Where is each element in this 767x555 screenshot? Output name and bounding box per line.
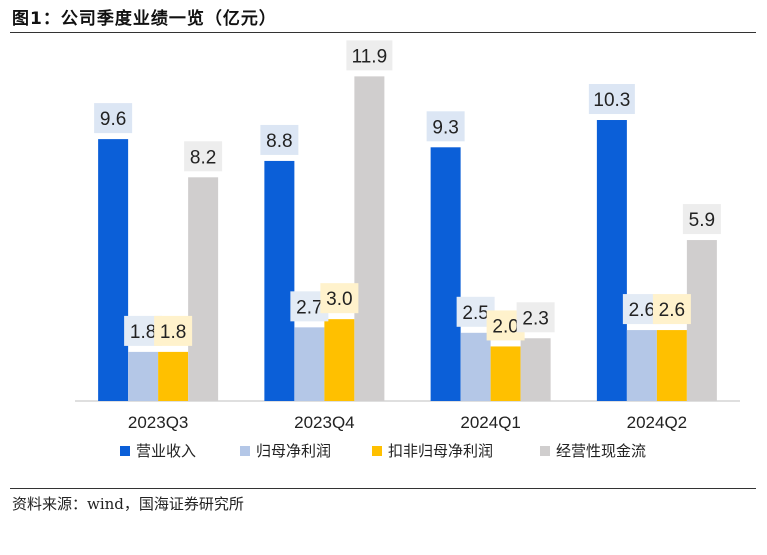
data-label-text: 8.8 — [266, 131, 292, 152]
legend-item-0: 营业收入 — [120, 442, 196, 460]
data-label-text: 8.2 — [190, 147, 216, 168]
bar-2024Q2-series1 — [626, 330, 657, 401]
bar-2024Q1-series2 — [490, 346, 521, 401]
x-tick-label-2023Q4: 2023Q4 — [294, 413, 355, 432]
data-label-text: 9.6 — [100, 109, 126, 130]
data-label-2024Q2-series0: 10.3 — [588, 84, 635, 115]
data-label-bg — [320, 283, 359, 314]
data-label-bg — [426, 111, 465, 142]
data-label-2024Q1-series3: 2.3 — [516, 302, 555, 333]
data-label-2023Q4-series3: 11.9 — [346, 40, 393, 71]
data-label-text: 9.3 — [432, 117, 458, 138]
data-label-bg — [652, 294, 691, 325]
bar-2023Q3-series0 — [98, 139, 129, 401]
legend-item-3: 经营性现金流 — [540, 442, 646, 460]
legend-swatch — [240, 446, 250, 456]
data-label-text: 2.6 — [629, 300, 655, 321]
bar-2024Q1-series3 — [520, 338, 551, 401]
x-tick-label-2024Q1: 2024Q1 — [460, 413, 521, 432]
data-label-text: 2.3 — [522, 308, 548, 329]
data-label-2023Q3-series0: 9.6 — [94, 103, 133, 134]
data-label-text: 1.8 — [160, 322, 186, 343]
legend-label: 营业收入 — [136, 442, 196, 460]
figure-title: 图1：公司季度业绩一览（亿元） — [12, 9, 277, 29]
bar-chart: 9.6 1.8 1.8 8.2 2023Q3 8.8 2.7 3.0 11.9 2023Q4 9.3… — [75, 40, 740, 460]
data-label-2024Q2-series3: 5.9 — [682, 204, 721, 235]
bar-2024Q1-series0 — [430, 147, 461, 401]
legend-item-1: 归母净利润 — [240, 442, 331, 460]
bar-2024Q2-series3 — [686, 240, 717, 401]
legend-label: 归母净利润 — [256, 442, 331, 460]
data-label-text: 2.7 — [296, 297, 322, 318]
title-divider — [10, 32, 756, 33]
bar-2024Q2-series2 — [656, 330, 687, 401]
data-label-2023Q4-series0: 8.8 — [260, 124, 299, 155]
legend-swatch — [540, 446, 550, 456]
legend-label: 经营性现金流 — [556, 442, 646, 460]
data-label-2023Q3-series3: 8.2 — [184, 141, 223, 172]
bar-2023Q3-series2 — [158, 351, 189, 401]
x-tick-label-2024Q2: 2024Q2 — [627, 413, 688, 432]
data-label-2023Q3-series2: 1.8 — [154, 315, 193, 346]
bar-2023Q4-series1 — [294, 327, 325, 401]
legend-label: 扣非归母净利润 — [388, 442, 493, 460]
legend-item-2: 扣非归母净利润 — [372, 442, 493, 460]
legend-swatch — [120, 446, 130, 456]
source-note: 资料来源：wind，国海证券研究所 — [12, 495, 244, 513]
legend-swatch — [372, 446, 382, 456]
data-label-text: 2.6 — [659, 300, 685, 321]
bar-2023Q3-series3 — [188, 177, 219, 401]
bar-2023Q4-series2 — [324, 319, 355, 401]
data-label-bg — [154, 315, 193, 346]
data-label-text: 5.9 — [689, 210, 715, 231]
data-label-2024Q2-series2: 2.6 — [652, 294, 691, 325]
source-divider — [10, 488, 756, 489]
data-label-text: 2.5 — [462, 303, 488, 324]
bar-2023Q4-series0 — [264, 160, 295, 401]
data-label-text: 2.0 — [492, 316, 518, 337]
data-label-bg — [260, 124, 299, 155]
data-label-2024Q1-series0: 9.3 — [426, 111, 465, 142]
data-label-bg — [184, 141, 223, 172]
x-tick-label-2023Q3: 2023Q3 — [128, 413, 189, 432]
data-label-2023Q4-series2: 3.0 — [320, 283, 359, 314]
data-label-text: 1.8 — [130, 322, 156, 343]
bar-2024Q2-series0 — [596, 120, 627, 402]
data-label-text: 10.3 — [593, 90, 630, 111]
data-label-bg — [94, 103, 133, 134]
data-label-text: 3.0 — [326, 289, 352, 310]
bar-2023Q3-series1 — [128, 351, 159, 401]
data-label-bg — [588, 84, 635, 115]
bar-2024Q1-series1 — [460, 332, 491, 401]
bar-2023Q4-series3 — [354, 76, 385, 402]
data-label-text: 11.9 — [352, 46, 388, 67]
data-label-bg — [346, 40, 393, 71]
data-label-bg — [516, 302, 555, 333]
data-label-bg — [682, 204, 721, 235]
data-label-2024Q1-series1: 2.5 — [456, 296, 495, 327]
